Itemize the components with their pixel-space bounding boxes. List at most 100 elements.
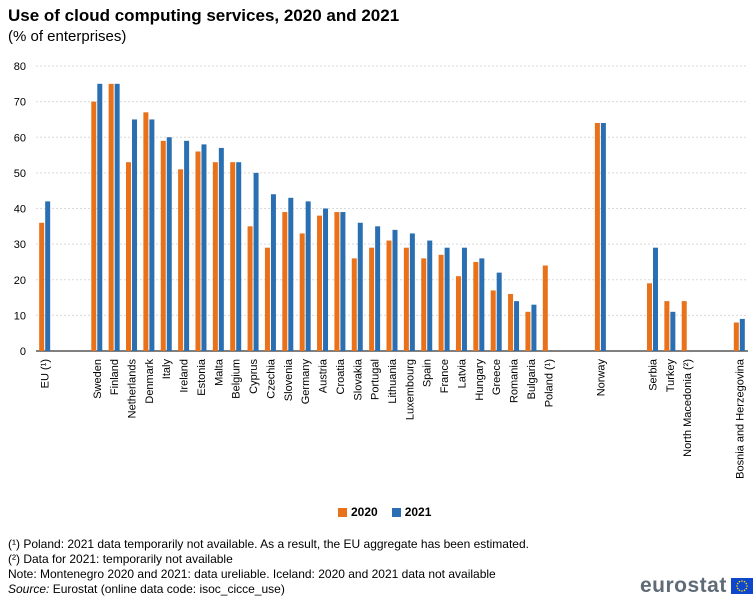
bar-2021 — [670, 311, 676, 351]
bar-2021 — [392, 229, 398, 351]
bar-2020 — [594, 123, 600, 351]
bar-2020 — [525, 311, 531, 351]
bar-2021 — [375, 226, 381, 351]
bar-2021 — [149, 119, 155, 351]
bar-2020 — [195, 151, 201, 351]
flag-star — [745, 587, 747, 590]
x-tick-label: Slovenia — [283, 358, 295, 401]
x-tick-label: Portugal — [370, 359, 382, 400]
bar-2021 — [270, 194, 276, 351]
x-tick-label: Czechia — [265, 358, 277, 399]
bar-2020 — [681, 301, 687, 351]
bar-2020 — [317, 215, 323, 351]
bar-2020 — [264, 247, 270, 351]
bar-2020 — [212, 162, 218, 351]
x-tick-label: Belgium — [231, 359, 243, 399]
bar-2021 — [201, 144, 207, 351]
x-tick-label: Sweden — [92, 359, 104, 399]
bar-2021 — [166, 137, 172, 351]
legend-label-2020: 2020 — [351, 505, 378, 519]
bar-2021 — [132, 119, 138, 351]
bar-2020 — [247, 226, 253, 351]
chart-subtitle: (% of enterprises) — [8, 28, 127, 45]
bar-2020 — [403, 247, 409, 351]
flag-star — [738, 589, 741, 592]
bar-2021 — [514, 301, 520, 351]
bar-2020 — [542, 265, 548, 351]
x-tick-label: Romania — [509, 358, 521, 403]
x-tick-label: Latvia — [456, 358, 468, 388]
bar-2020 — [282, 212, 288, 351]
bar-2021 — [461, 247, 467, 351]
bar-2021 — [323, 208, 329, 351]
logo-text: eurostat — [640, 574, 727, 597]
flag-star — [741, 590, 743, 592]
bar-2021 — [600, 123, 606, 351]
bar-2021 — [531, 304, 537, 351]
bar-2020 — [230, 162, 236, 351]
flag-star — [743, 589, 746, 592]
x-tick-label: North Macedonia (²) — [682, 359, 694, 457]
x-tick-label: Hungary — [474, 359, 486, 401]
x-tick-label: Poland (¹) — [543, 359, 555, 407]
x-tick-label: France — [439, 359, 451, 393]
bar-2020 — [369, 247, 375, 351]
bar-2020 — [334, 212, 340, 351]
y-tick-label: 40 — [14, 204, 26, 216]
x-tick-label: Cyprus — [248, 359, 260, 394]
bar-2020 — [733, 322, 739, 351]
x-tick-label: Bosnia and Herzegovina — [734, 358, 746, 479]
bar-2020 — [160, 140, 166, 351]
bar-2021 — [479, 258, 485, 351]
x-tick-label: Austria — [318, 358, 330, 393]
y-tick-label: 60 — [14, 132, 26, 144]
x-tick-label: Greece — [491, 359, 503, 395]
legend-item-2020: 2020 — [338, 505, 378, 519]
bar-2020 — [664, 301, 670, 351]
bar-2020 — [178, 169, 184, 351]
source-label: Source: — [8, 582, 50, 596]
bar-2021 — [184, 140, 190, 351]
y-tick-label: 80 — [14, 61, 26, 73]
legend-item-2021: 2021 — [391, 505, 431, 519]
x-tick-label: Ireland — [179, 359, 191, 393]
bar-2021 — [45, 201, 51, 351]
x-tick-label: EU (¹) — [40, 359, 52, 388]
bar-2020 — [473, 261, 479, 351]
x-tick-label: Estonia — [196, 358, 208, 396]
footnote-2021: (²) Data for 2021: temporarily not avail… — [8, 552, 233, 566]
bar-2021 — [236, 162, 242, 351]
x-tick-label: Finland — [109, 359, 121, 395]
y-tick-label: 70 — [14, 97, 26, 109]
flag-star — [736, 587, 739, 590]
bar-2020 — [126, 162, 132, 351]
flag-star — [741, 580, 743, 582]
bar-2021 — [340, 212, 346, 351]
legend-swatch-2021 — [391, 507, 401, 517]
x-tick-label: Luxembourg — [404, 359, 416, 420]
bar-2021 — [739, 318, 745, 351]
x-tick-label: Denmark — [144, 359, 156, 404]
y-tick-label: 10 — [14, 310, 26, 322]
bar-2020 — [386, 240, 392, 351]
flag-star — [736, 585, 738, 587]
bar-2020 — [490, 290, 496, 351]
x-tick-label: Slovakia — [352, 358, 364, 400]
eurostat-logo: eurostat — [640, 574, 753, 598]
legend-swatch-2020 — [338, 507, 347, 517]
source-text: Eurostat (online data code: isoc_cicce_u… — [49, 582, 285, 596]
bar-2021 — [218, 147, 224, 351]
eu-flag-icon — [730, 578, 753, 594]
x-tick-label: Serbia — [647, 358, 659, 391]
x-tick-label: Norway — [595, 359, 607, 397]
x-tick-label: Lithuania — [387, 358, 399, 404]
bar-2021 — [114, 83, 120, 351]
x-tick-label: Croatia — [335, 358, 347, 394]
bar-2021 — [253, 172, 259, 351]
y-tick-label: 50 — [14, 168, 26, 180]
chart-legend: 2020 2021 — [338, 505, 431, 519]
footnote-montenegro: Note: Montenegro 2020 and 2021: data ure… — [8, 567, 496, 581]
x-tick-label: Bulgaria — [526, 358, 538, 399]
bar-2021 — [496, 272, 502, 351]
bar-2021 — [444, 247, 450, 351]
